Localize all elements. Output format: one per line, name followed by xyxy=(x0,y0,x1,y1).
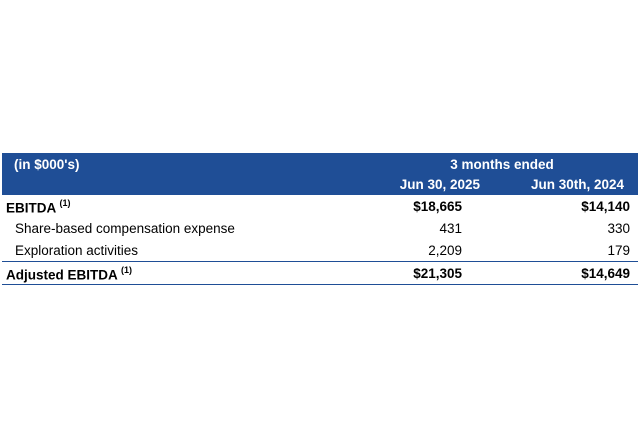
table-row-ebitda: EBITDA (1) $18,665 $14,140 xyxy=(2,195,638,217)
column-header-2024: Jun 30th, 2024 xyxy=(530,177,624,192)
footnote-marker: (1) xyxy=(121,265,133,275)
value-2024: 330 xyxy=(607,221,630,236)
value-2024: 179 xyxy=(607,243,630,258)
value-2025: 2,209 xyxy=(428,243,462,258)
unit-label: (in $000's) xyxy=(14,157,80,172)
table-row-adjusted-ebitda: Adjusted EBITDA (1) $21,305 $14,649 xyxy=(2,261,638,285)
table-header: (in $000's) 3 months ended Jun 30, 2025 … xyxy=(2,153,638,195)
row-label: Adjusted EBITDA (1) xyxy=(6,265,133,283)
row-label: Exploration activities xyxy=(15,243,139,258)
period-label: 3 months ended xyxy=(450,157,554,172)
column-header-2025: Jun 30, 2025 xyxy=(399,177,480,192)
value-2025: $18,665 xyxy=(413,199,462,214)
value-2025: 431 xyxy=(439,221,462,236)
value-2024: $14,649 xyxy=(581,266,630,281)
ebitda-table: (in $000's) 3 months ended Jun 30, 2025 … xyxy=(2,153,638,285)
footnote-marker: (1) xyxy=(59,198,71,208)
row-label: EBITDA (1) xyxy=(6,198,71,216)
row-label: Share-based compensation expense xyxy=(15,221,235,236)
value-2024: $14,140 xyxy=(581,199,630,214)
table-row-exploration-activities: Exploration activities 2,209 179 xyxy=(2,239,638,261)
table-row-share-based-compensation: Share-based compensation expense 431 330 xyxy=(2,217,638,239)
value-2025: $21,305 xyxy=(413,266,462,281)
